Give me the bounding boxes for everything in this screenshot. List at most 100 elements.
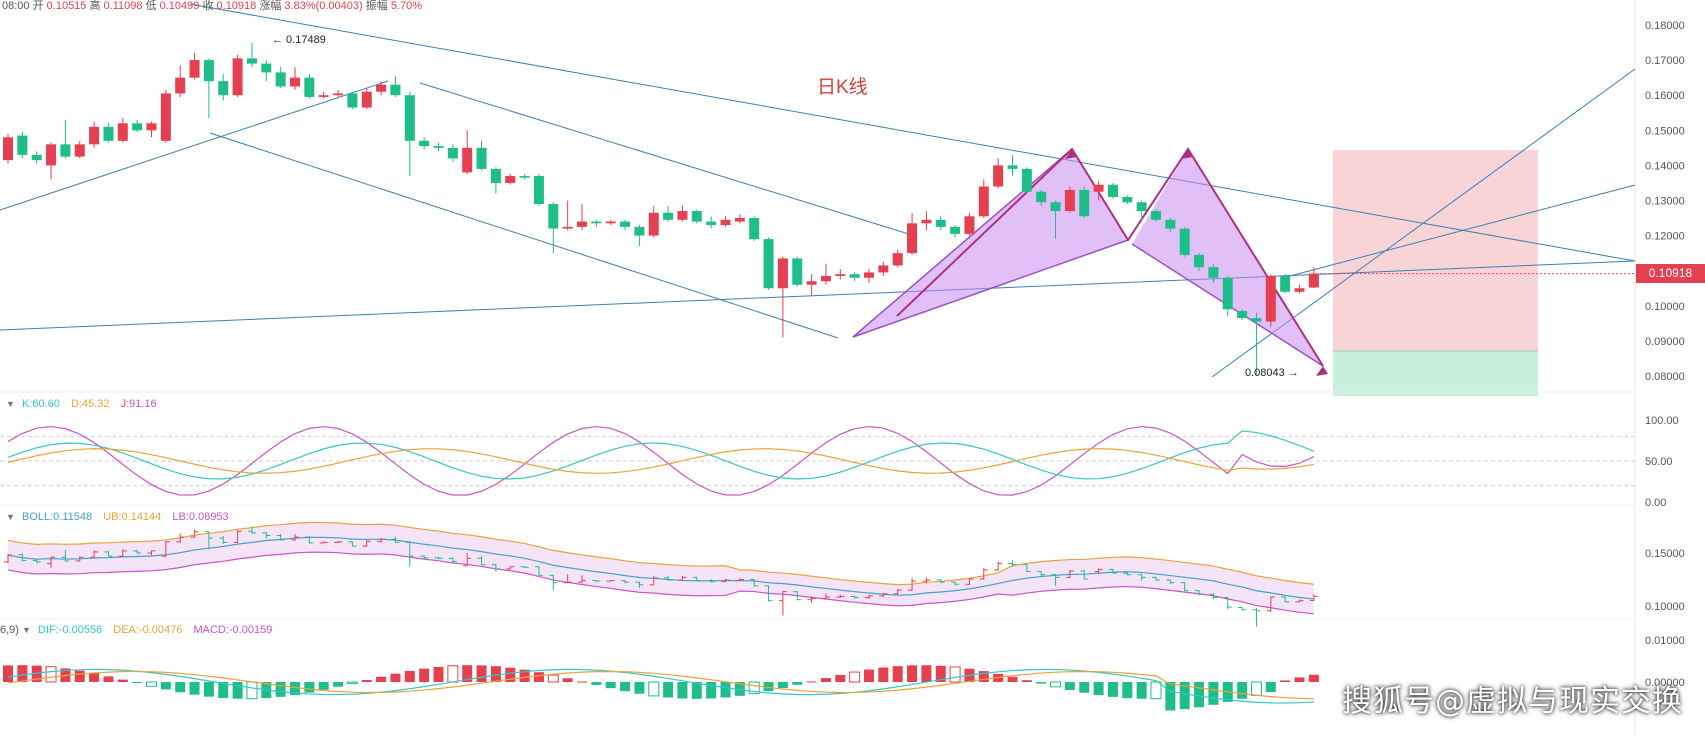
- candle: [1122, 196, 1133, 203]
- price-axis-label: 0.09000: [1645, 336, 1685, 348]
- macd-histogram-bar: [1237, 682, 1248, 699]
- watermark: 搜狐号@虚拟与现实交换: [1342, 684, 1683, 719]
- macd-histogram-bar: [706, 682, 717, 699]
- macd-histogram-bar: [663, 682, 674, 698]
- boll-legend[interactable]: ▼ BOLL:0.11548 UB:0.14144 LB:0.08953: [6, 511, 237, 523]
- change-label: 涨幅: [259, 0, 282, 12]
- pattern-xab: [853, 149, 1128, 337]
- candle: [433, 146, 444, 148]
- candle: [261, 63, 272, 73]
- candle: [60, 144, 71, 157]
- price-axis-label: 0.14000: [1645, 160, 1685, 172]
- candle: [935, 219, 946, 227]
- candle: [691, 211, 702, 222]
- candle: [218, 81, 229, 96]
- candle: [1136, 202, 1147, 212]
- price-axis-label: 0.13000: [1645, 196, 1685, 208]
- current-price-tag: 0.10918: [1636, 264, 1705, 283]
- trendline: [0, 80, 389, 211]
- boll-axis-label: 0.15000: [1645, 548, 1685, 560]
- candle: [146, 123, 157, 131]
- macd-dif: DIF:-0.00556: [38, 624, 103, 636]
- candle: [347, 93, 358, 108]
- candle: [1179, 228, 1190, 255]
- boll-axis-label: 0.10000: [1645, 601, 1685, 613]
- collapse-arrow-icon[interactable]: ▼: [6, 512, 15, 522]
- macd-histogram-bar: [864, 669, 874, 682]
- boll-lb: LB:0.08953: [172, 511, 229, 523]
- candle: [562, 226, 573, 229]
- candle: [820, 275, 831, 282]
- macd-dea: DEA:-0.00476: [113, 624, 183, 636]
- candle: [447, 147, 458, 159]
- kdj-k: K:60.60: [21, 398, 60, 410]
- collapse-arrow-icon[interactable]: ▼: [6, 399, 15, 409]
- price-axis-label: 0.16000: [1645, 90, 1685, 102]
- macd-histogram-bar: [160, 682, 171, 690]
- candle: [620, 221, 631, 227]
- trendline: [419, 82, 913, 236]
- price-axis-label: 0.17000: [1645, 55, 1685, 67]
- macd-histogram-bar: [892, 666, 903, 682]
- amp-value: 5.70%: [390, 0, 423, 12]
- macd-histogram-bar: [1064, 682, 1075, 690]
- candle: [132, 123, 143, 131]
- macd-histogram-bar: [146, 681, 157, 687]
- candle: [117, 123, 128, 141]
- candle: [476, 147, 487, 169]
- candle: [490, 168, 501, 183]
- candle: [246, 58, 257, 64]
- candle: [1222, 277, 1233, 310]
- macd-histogram-bar: [376, 676, 387, 682]
- macd-histogram-bar: [533, 672, 544, 682]
- macd-histogram-bar: [949, 666, 961, 683]
- macd-histogram-bar: [734, 682, 745, 696]
- collapse-arrow-icon[interactable]: ▼: [22, 625, 31, 635]
- pattern-arrow-path: [896, 147, 1324, 367]
- macd-histogram-bar: [447, 665, 459, 683]
- candle: [548, 204, 559, 229]
- candle: [605, 221, 616, 224]
- candle: [160, 93, 171, 141]
- kdj-legend[interactable]: ▼ K:60.60 D:45.32 J:91.16: [6, 398, 165, 410]
- macd-histogram-bar: [677, 682, 688, 699]
- macd-histogram-bar: [519, 669, 530, 682]
- candle: [763, 239, 774, 289]
- boll-lower-line: [7, 551, 1314, 615]
- boll-mid-line: [7, 536, 1314, 600]
- change-value: 3.83%(0.00403): [284, 0, 363, 12]
- macd-histogram-bar: [748, 681, 760, 695]
- candle: [505, 175, 516, 183]
- macd-histogram-bar: [792, 682, 803, 685]
- macd-histogram-bar: [978, 671, 989, 682]
- macd-histogram-bar: [218, 682, 229, 698]
- candle: [1194, 254, 1205, 268]
- macd-histogram-bar: [117, 679, 128, 682]
- macd-histogram-bar: [605, 682, 616, 689]
- macd-histogram-bar: [490, 666, 501, 682]
- macd-histogram-bar: [390, 673, 401, 682]
- candle: [706, 221, 717, 226]
- price-axis-label: 0.15000: [1645, 125, 1685, 137]
- macd-dea-line: [7, 670, 1314, 700]
- amp-label: 振幅: [365, 0, 388, 12]
- candle: [663, 212, 674, 220]
- candle: [1151, 211, 1161, 220]
- trendline: [189, 3, 1636, 262]
- macd-histogram-bar: [1007, 676, 1018, 682]
- candle: [462, 147, 473, 173]
- macd-histogram-bar: [318, 682, 329, 690]
- candle: [232, 58, 243, 96]
- macd-histogram-bar: [1122, 682, 1133, 699]
- price-axis-label: 0.10000: [1645, 301, 1685, 313]
- macd-histogram-bar: [45, 666, 57, 683]
- candle: [390, 84, 401, 96]
- macd-legend[interactable]: 6,9) ▼ DIF:-0.00556 DEA:-0.00476 MACD:-0…: [0, 624, 280, 636]
- macd-histogram-bar: [1093, 682, 1104, 696]
- high-annotation: ← 0.17489: [272, 34, 326, 46]
- candle: [648, 212, 659, 236]
- macd-histogram-bar: [404, 670, 415, 682]
- candle: [189, 60, 200, 78]
